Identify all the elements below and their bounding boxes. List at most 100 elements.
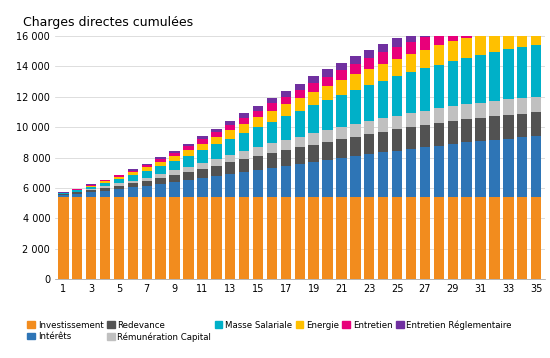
Bar: [420, 147, 430, 197]
Bar: [58, 194, 69, 195]
Bar: [322, 197, 333, 279]
Bar: [128, 183, 138, 187]
Bar: [364, 50, 375, 58]
Bar: [420, 111, 430, 125]
Bar: [156, 197, 166, 279]
Bar: [461, 24, 472, 38]
Bar: [100, 182, 111, 183]
Bar: [239, 172, 249, 197]
Bar: [86, 190, 96, 192]
Bar: [503, 14, 514, 28]
Bar: [322, 160, 333, 197]
Bar: [141, 181, 152, 186]
Bar: [295, 111, 305, 136]
Bar: [309, 145, 319, 161]
Bar: [197, 169, 207, 178]
Bar: [309, 133, 319, 145]
Bar: [128, 169, 138, 170]
Bar: [517, 47, 527, 98]
Bar: [169, 161, 180, 170]
Bar: [322, 142, 333, 160]
Bar: [239, 118, 249, 124]
Bar: [253, 106, 263, 111]
Bar: [517, 98, 527, 113]
Bar: [211, 159, 222, 166]
Bar: [378, 118, 388, 132]
Bar: [433, 23, 444, 32]
Bar: [86, 192, 96, 197]
Bar: [253, 111, 263, 117]
Bar: [239, 124, 249, 133]
Bar: [72, 192, 82, 194]
Bar: [295, 90, 305, 98]
Bar: [225, 130, 235, 139]
Bar: [489, 31, 499, 52]
Bar: [336, 70, 346, 80]
Bar: [350, 90, 361, 124]
Bar: [72, 194, 82, 197]
Bar: [475, 118, 486, 141]
Bar: [364, 134, 375, 154]
Bar: [489, 17, 499, 31]
Bar: [295, 197, 305, 279]
Bar: [225, 197, 235, 279]
Bar: [239, 151, 249, 159]
Bar: [364, 121, 375, 134]
Bar: [309, 105, 319, 133]
Bar: [267, 197, 277, 279]
Bar: [225, 139, 235, 155]
Bar: [211, 129, 222, 132]
Bar: [448, 61, 458, 106]
Bar: [86, 184, 96, 185]
Bar: [100, 183, 111, 187]
Bar: [392, 130, 402, 150]
Bar: [72, 197, 82, 279]
Bar: [364, 58, 375, 69]
Bar: [433, 108, 444, 123]
Bar: [197, 144, 207, 150]
Bar: [183, 150, 194, 156]
Bar: [531, 23, 541, 45]
Bar: [420, 37, 430, 50]
Bar: [350, 64, 361, 74]
Bar: [378, 52, 388, 64]
Bar: [211, 176, 222, 197]
Bar: [336, 127, 346, 139]
Bar: [322, 130, 333, 142]
Bar: [253, 156, 263, 170]
Bar: [350, 197, 361, 279]
Bar: [461, 38, 472, 58]
Bar: [489, 6, 499, 17]
Bar: [86, 189, 96, 190]
Bar: [433, 64, 444, 108]
Bar: [309, 92, 319, 105]
Bar: [225, 174, 235, 197]
Bar: [86, 197, 96, 279]
Bar: [503, 99, 514, 115]
Bar: [392, 59, 402, 77]
Bar: [350, 124, 361, 136]
Bar: [406, 54, 416, 72]
Legend: Investissement, Intérêts, Redevance, Rémunération Capital, Masse Salariale, Ener: Investissement, Intérêts, Redevance, Rém…: [28, 320, 512, 342]
Bar: [100, 187, 111, 188]
Bar: [336, 95, 346, 127]
Bar: [156, 178, 166, 184]
Bar: [475, 102, 486, 118]
Bar: [280, 166, 291, 197]
Bar: [183, 172, 194, 180]
Bar: [531, 136, 541, 197]
Bar: [267, 144, 277, 153]
Bar: [531, 97, 541, 112]
Text: Charges directes cumulées: Charges directes cumulées: [23, 16, 193, 29]
Bar: [322, 86, 333, 100]
Bar: [448, 144, 458, 197]
Bar: [475, 197, 486, 279]
Bar: [253, 117, 263, 127]
Bar: [211, 132, 222, 137]
Bar: [531, 45, 541, 97]
Bar: [211, 137, 222, 144]
Bar: [253, 197, 263, 279]
Bar: [197, 136, 207, 139]
Bar: [169, 156, 180, 161]
Bar: [114, 179, 124, 183]
